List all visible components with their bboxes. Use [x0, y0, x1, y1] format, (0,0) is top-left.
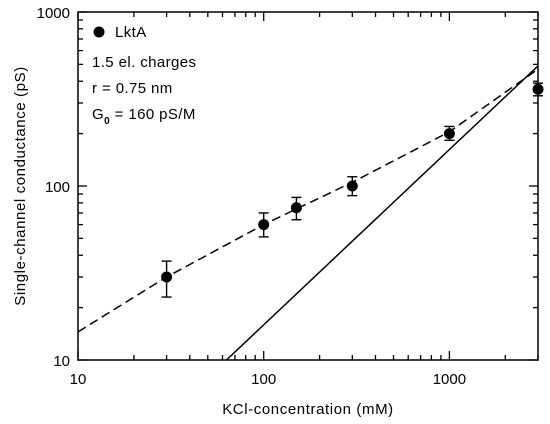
axis-ticks — [77, 11, 539, 361]
data-point — [532, 82, 544, 97]
data-marker — [290, 202, 302, 214]
legend-marker — [93, 26, 105, 38]
legend-g0-prefix: G — [92, 106, 104, 123]
fit-lines — [77, 65, 539, 361]
data-point — [290, 196, 302, 221]
legend-label: LktA — [115, 24, 147, 41]
legend-g0-subscript: 0 — [104, 116, 110, 127]
solid-fit-line — [225, 65, 539, 361]
data-marker — [161, 271, 173, 283]
x-tick-label: 1000 — [433, 371, 466, 388]
data-point — [161, 260, 173, 298]
data-marker — [346, 180, 358, 192]
y-axis-title: Single-channel conductance (pS) — [12, 66, 29, 306]
dashed-fit-line — [77, 68, 539, 333]
legend-g0-value: = 160 pS/M — [110, 106, 196, 123]
axis-tick-labels: 10 100 1000 10 100 1000 — [37, 5, 466, 388]
data-marker — [258, 219, 270, 231]
legend-g0: G0 = 160 pS/M — [92, 106, 196, 127]
data-marker — [443, 128, 455, 140]
data-point — [258, 212, 270, 238]
x-axis-title: KCl-concentration (mM) — [222, 401, 394, 418]
x-tick-label: 100 — [251, 371, 276, 388]
y-tick-label: 1000 — [37, 5, 70, 22]
y-tick-label: 100 — [45, 179, 70, 196]
x-tick-label: 10 — [70, 371, 87, 388]
data-points — [161, 82, 544, 298]
legend-charges: 1.5 el. charges — [92, 54, 196, 71]
legend-radius: r = 0.75 nm — [92, 80, 173, 97]
data-marker — [532, 83, 544, 95]
data-point — [346, 176, 358, 197]
y-tick-label: 10 — [53, 353, 70, 370]
legend: LktA 1.5 el. charges r = 0.75 nm G0 = 16… — [92, 24, 196, 127]
data-point — [443, 125, 455, 142]
